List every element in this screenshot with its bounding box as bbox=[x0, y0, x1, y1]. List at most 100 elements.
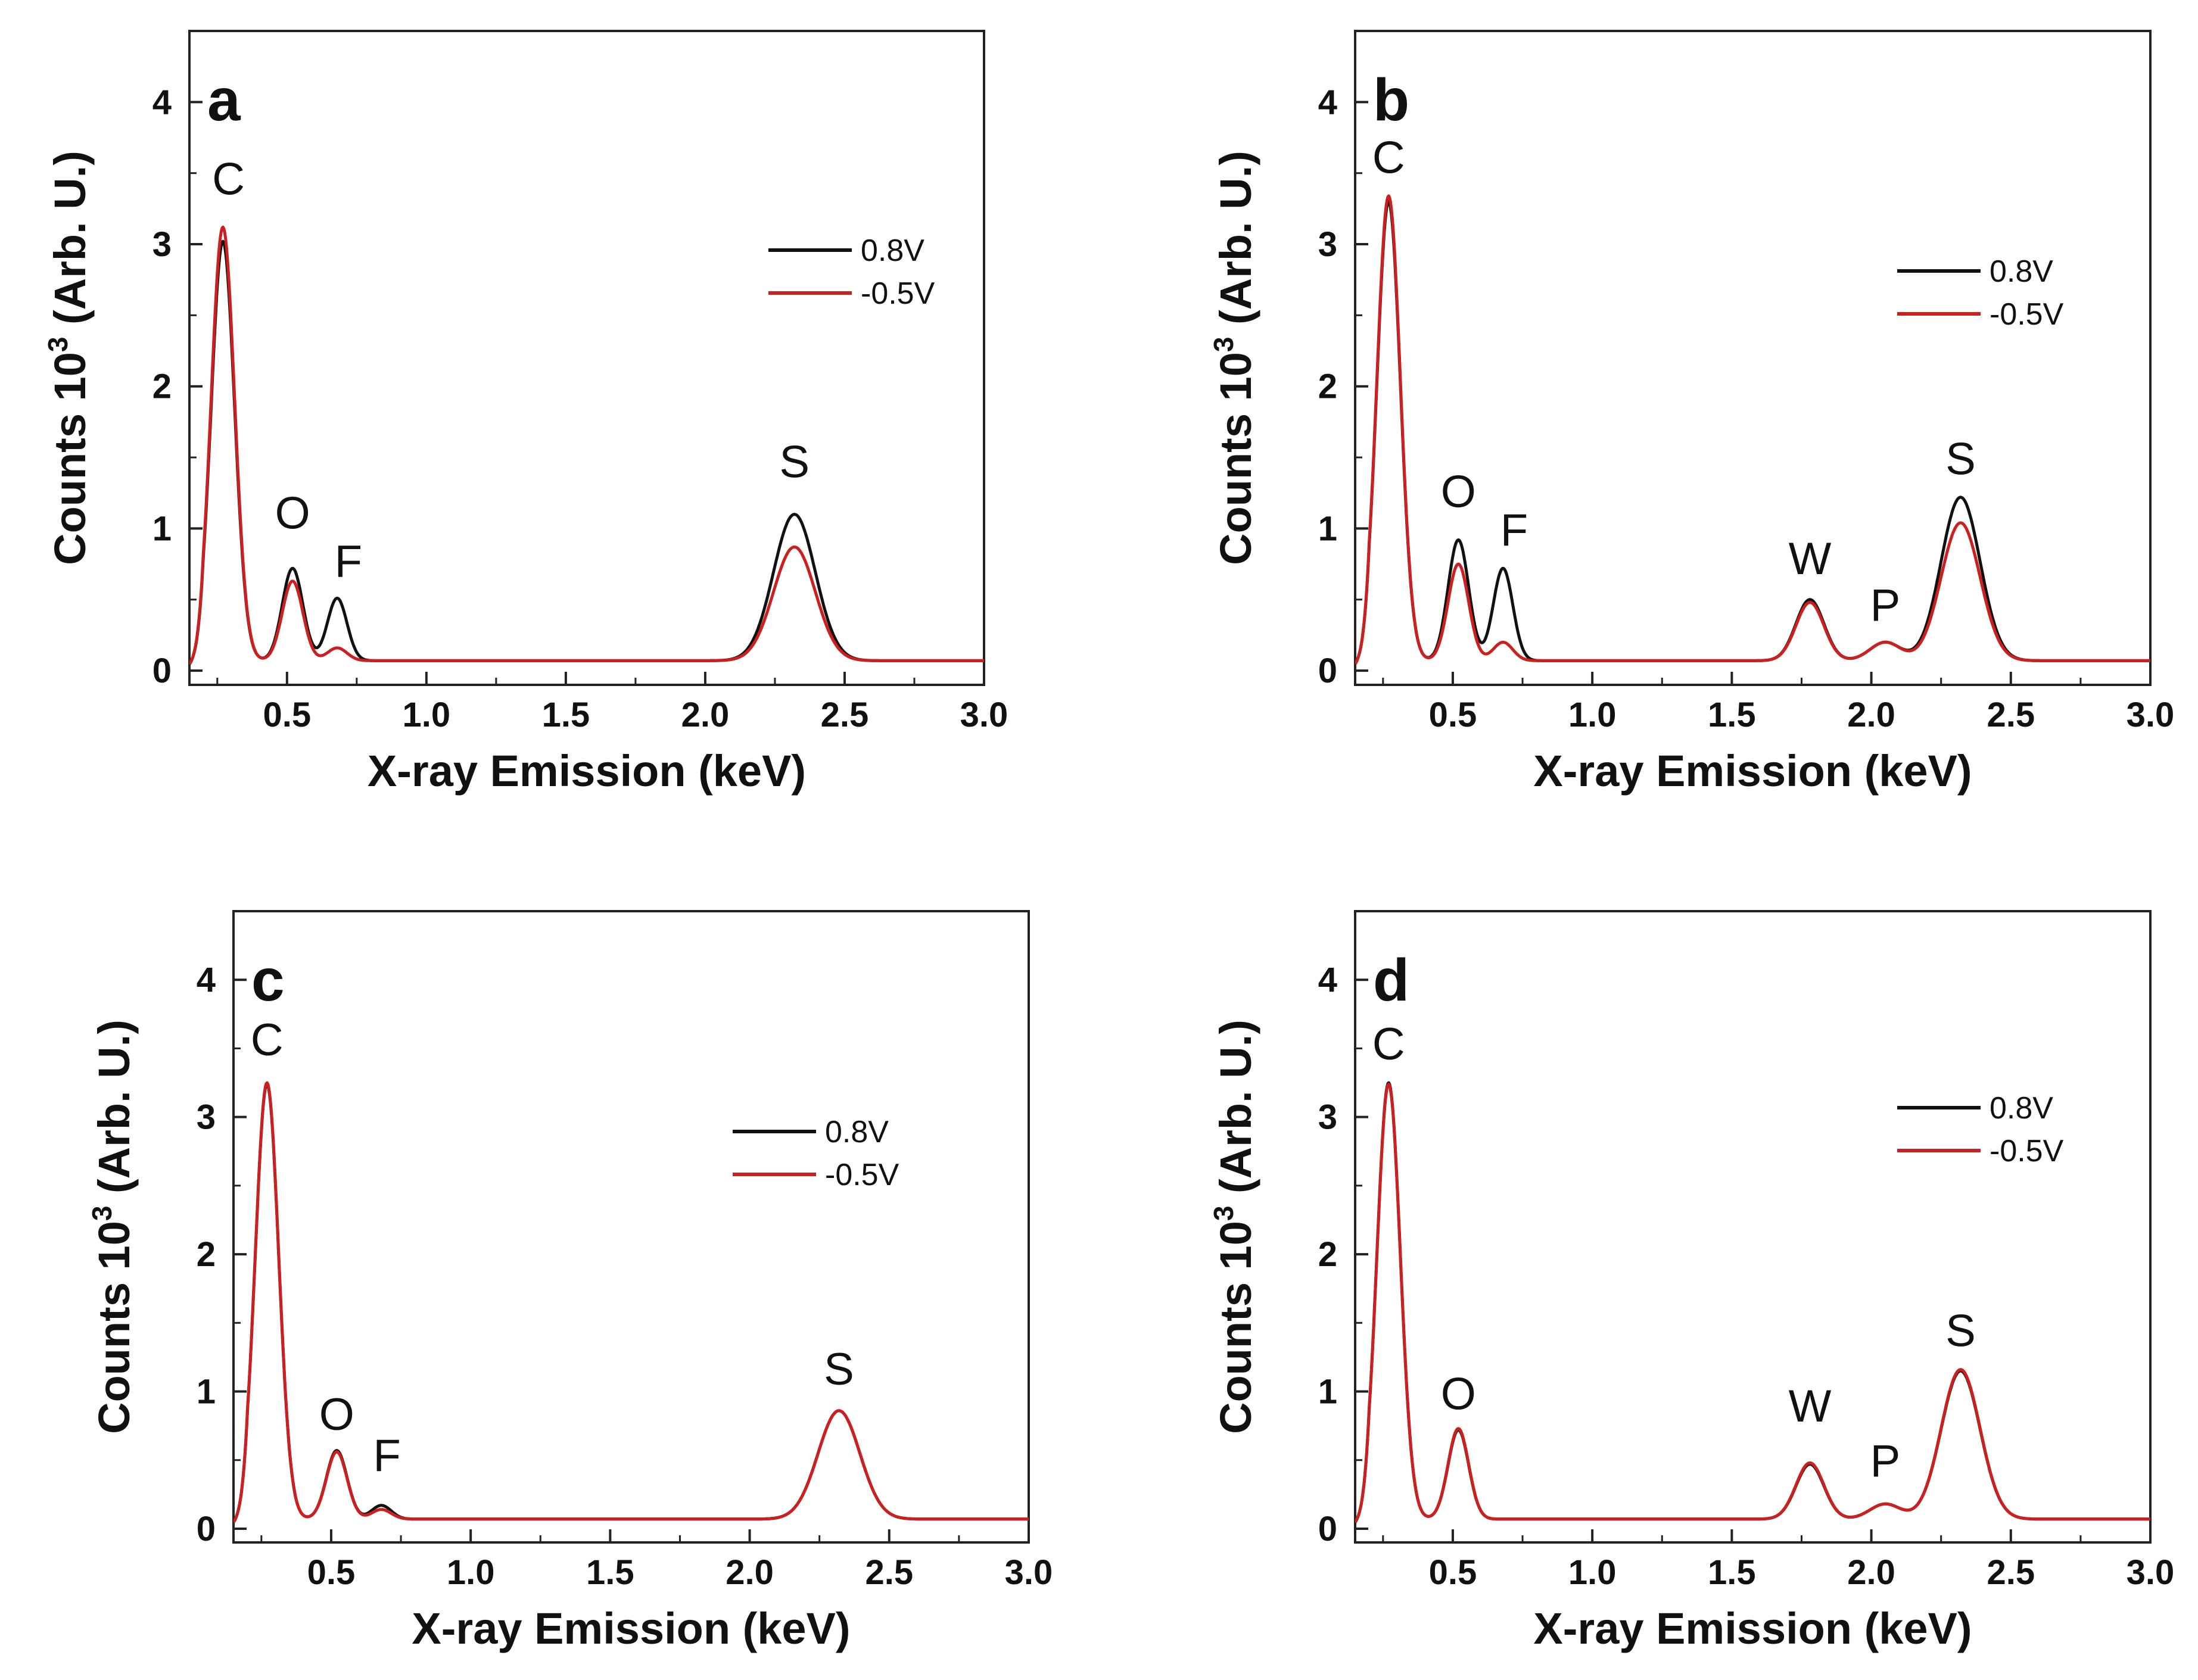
x-tick-label: 1.0 bbox=[1568, 696, 1617, 734]
peak-label: S bbox=[1945, 1305, 1976, 1356]
peak-label: P bbox=[1870, 1436, 1901, 1486]
x-tick-label: 2.5 bbox=[1987, 696, 2035, 734]
peak-label: O bbox=[1441, 1369, 1476, 1419]
y-tick-label: 0 bbox=[152, 652, 172, 690]
peak-label: C bbox=[1372, 133, 1405, 183]
y-tick-label: 1 bbox=[1318, 1373, 1337, 1411]
peak-label: P bbox=[1870, 581, 1901, 631]
y-axis-title-main: Counts 10 bbox=[45, 352, 95, 565]
peak-label: W bbox=[1789, 1381, 1832, 1432]
y-axis-title: Counts 103 (Arb. U.) bbox=[86, 1020, 139, 1434]
peak-label: O bbox=[319, 1389, 354, 1440]
legend-label: 0.8V bbox=[861, 233, 924, 268]
y-axis-title-main: Counts 10 bbox=[1211, 1221, 1260, 1434]
y-tick-label: 4 bbox=[1318, 83, 1337, 121]
x-tick-label: 2.0 bbox=[681, 696, 730, 734]
legend-label: 0.8V bbox=[1990, 1091, 2053, 1126]
plot-frame bbox=[1354, 910, 2152, 1544]
panel-c: 0.5 1.0 1.5 2.0 2.5 3.0 0 1 2 3 4 X-ray Emission (k… bbox=[86, 910, 1053, 1653]
peak-label: F bbox=[335, 537, 362, 587]
y-tick-label: 1 bbox=[1318, 509, 1337, 548]
x-axis-title: X-ray Emission (keV) bbox=[368, 746, 806, 796]
x-tick-label: 3.0 bbox=[2127, 696, 2175, 734]
peak-label: C bbox=[1372, 1019, 1405, 1070]
plot-frame bbox=[1354, 30, 2152, 686]
y-axis-title-unit: (Arb. U.) bbox=[1211, 1020, 1260, 1205]
x-tick-label: 1.0 bbox=[403, 696, 451, 734]
peak-label: W bbox=[1789, 534, 1832, 584]
y-tick-label: 0 bbox=[1318, 1510, 1337, 1548]
y-tick-label: 3 bbox=[1318, 1098, 1337, 1137]
series-line-negative bbox=[234, 1081, 1029, 1523]
x-tick-label: 1.5 bbox=[1708, 1553, 1756, 1592]
plot-frame bbox=[188, 30, 985, 686]
legend-label: -0.5V bbox=[1990, 1134, 2064, 1168]
x-tick-label: 2.5 bbox=[821, 696, 869, 734]
x-tick-label: 2.5 bbox=[865, 1553, 913, 1592]
x-tick-label: 1.0 bbox=[447, 1553, 495, 1592]
y-axis-title-superscript: 3 bbox=[42, 337, 73, 353]
y-tick-label: 2 bbox=[1318, 1235, 1337, 1274]
y-axis-title-superscript: 3 bbox=[1208, 1206, 1239, 1221]
series-line-positive bbox=[234, 1082, 1029, 1523]
panel-b: 0.5 1.0 1.5 2.0 2.5 3.0 0 1 2 3 4 X-ray Emission (k… bbox=[1208, 30, 2175, 796]
x-tick-label: 2.0 bbox=[726, 1553, 774, 1592]
plot-frame bbox=[232, 910, 1030, 1544]
peak-label: S bbox=[824, 1344, 854, 1395]
series-line-negative bbox=[1355, 1082, 2150, 1523]
y-tick-label: 4 bbox=[1318, 961, 1337, 999]
x-tick-label: 0.5 bbox=[1429, 1553, 1477, 1592]
y-tick-label: 0 bbox=[197, 1510, 216, 1548]
x-tick-label: 2.0 bbox=[1847, 696, 1895, 734]
x-axis-title: X-ray Emission (keV) bbox=[412, 1604, 850, 1653]
panel-letter: c bbox=[251, 947, 285, 1014]
y-tick-label: 4 bbox=[197, 961, 216, 999]
x-tick-label: 1.5 bbox=[542, 696, 590, 734]
y-axis-title-unit: (Arb. U.) bbox=[45, 151, 95, 336]
x-tick-label: 3.0 bbox=[1005, 1553, 1053, 1592]
peak-label: O bbox=[275, 488, 310, 538]
legend-label: -0.5V bbox=[825, 1158, 899, 1192]
x-axis-title: X-ray Emission (keV) bbox=[1533, 746, 1972, 796]
y-tick-label: 4 bbox=[152, 83, 172, 121]
x-tick-label: 0.5 bbox=[263, 696, 312, 734]
y-axis-title-superscript: 3 bbox=[86, 1206, 117, 1221]
y-axis-title-main: Counts 10 bbox=[89, 1221, 139, 1434]
y-tick-label: 3 bbox=[152, 225, 172, 264]
peak-label: F bbox=[1500, 505, 1528, 556]
y-tick-label: 1 bbox=[197, 1373, 216, 1411]
x-tick-label: 0.5 bbox=[1429, 696, 1477, 734]
series-line-negative bbox=[1355, 194, 2150, 665]
y-axis-title: Counts 103 (Arb. U.) bbox=[1208, 151, 1260, 565]
y-tick-label: 2 bbox=[197, 1235, 216, 1274]
peak-label: S bbox=[779, 437, 810, 488]
panel-letter: a bbox=[207, 67, 241, 133]
peak-label: O bbox=[1441, 467, 1476, 518]
y-tick-label: 3 bbox=[1318, 225, 1337, 264]
peak-label: C bbox=[251, 1015, 284, 1065]
x-tick-label: 0.5 bbox=[307, 1553, 356, 1592]
x-tick-label: 1.0 bbox=[1568, 1553, 1617, 1592]
y-axis-title-unit: (Arb. U.) bbox=[1211, 151, 1260, 336]
legend-label: -0.5V bbox=[861, 276, 935, 311]
panel-letter: d bbox=[1373, 947, 1409, 1014]
y-tick-label: 1 bbox=[152, 509, 172, 548]
y-tick-label: 0 bbox=[1318, 652, 1337, 690]
x-tick-label: 2.0 bbox=[1847, 1553, 1895, 1592]
x-tick-label: 3.0 bbox=[2127, 1553, 2175, 1592]
panel-a: 0.5 1.0 1.5 2.0 2.5 3.0 0 1 2 3 4 X-ray Emission (k… bbox=[42, 30, 1008, 796]
legend-label: 0.8V bbox=[1990, 254, 2053, 289]
legend-label: -0.5V bbox=[1990, 297, 2064, 332]
panel-d: 0.5 1.0 1.5 2.0 2.5 3.0 0 1 2 3 4 X-ray Emission (k… bbox=[1208, 910, 2175, 1653]
y-tick-label: 2 bbox=[1318, 367, 1337, 406]
series-line-negative bbox=[189, 225, 984, 665]
x-tick-label: 1.5 bbox=[586, 1553, 634, 1592]
x-tick-label: 3.0 bbox=[960, 696, 1008, 734]
y-axis-title: Counts 103 (Arb. U.) bbox=[42, 151, 95, 565]
x-axis-title: X-ray Emission (keV) bbox=[1533, 1604, 1972, 1653]
x-tick-label: 2.5 bbox=[1987, 1553, 2035, 1592]
peak-label: S bbox=[1945, 434, 1976, 485]
peak-label: F bbox=[373, 1430, 400, 1481]
legend-label: 0.8V bbox=[825, 1115, 889, 1149]
